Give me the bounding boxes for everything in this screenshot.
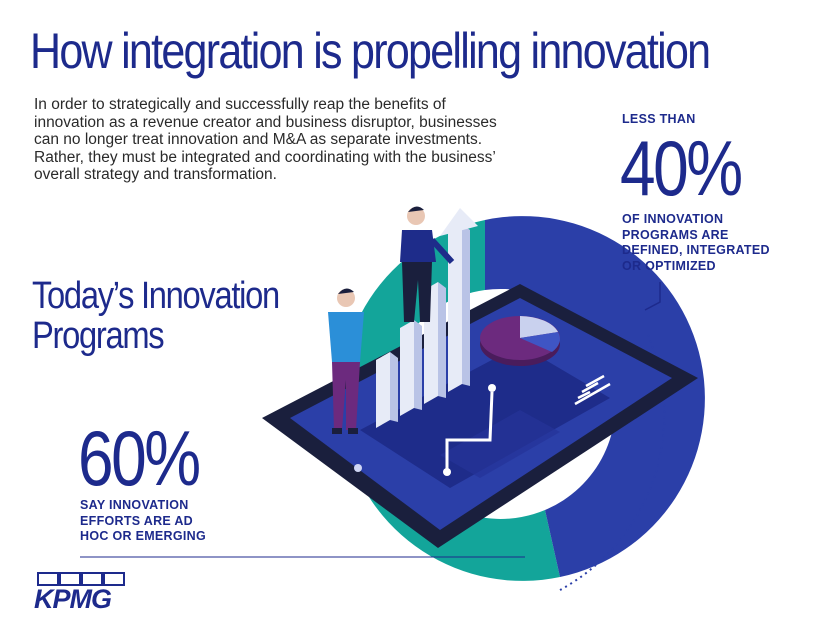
- stat-right-value: 40%: [620, 124, 743, 212]
- tablet-bar-icon: [574, 374, 611, 406]
- tablet-line-graph: [445, 391, 494, 472]
- stat-left-label-line3: HOC OR EMERGING: [80, 529, 207, 543]
- person-pointing: [400, 206, 455, 322]
- donut-segment-navy: [485, 216, 705, 577]
- tablet: [262, 284, 698, 548]
- stat-left-label-line2: EFFORTS ARE AD: [80, 513, 193, 528]
- pie-chart-icon: [480, 316, 560, 366]
- section-heading-line1: Today’s Innovation: [32, 275, 280, 317]
- section-heading: Today’s Innovation Programs: [32, 275, 280, 357]
- callout-line-right: [644, 282, 661, 311]
- stat-left-label: SAY INNOVATION EFFORTS ARE AD HOC OR EME…: [80, 498, 206, 545]
- stat-left-value: 60%: [78, 414, 201, 502]
- stat-right-label-line4: OR OPTIMIZED: [622, 258, 716, 273]
- kpmg-logo-text: KPMG: [34, 584, 112, 614]
- person-thinking: [328, 288, 364, 434]
- kpmg-logo-boxes-icon: [37, 572, 125, 586]
- stat-right-label-line3: DEFINED, INTEGRATED: [622, 243, 770, 257]
- kpmg-logo: KPMG: [34, 572, 134, 614]
- stat-right-label: OF INNOVATION PROGRAMS ARE DEFINED, INTE…: [622, 212, 770, 274]
- stat-right-label-line2: PROGRAMS ARE: [622, 227, 729, 242]
- stat-left-label-line1: SAY INNOVATION: [80, 498, 189, 512]
- stat-right-prefix: LESS THAN: [622, 112, 696, 126]
- intro-paragraph: In order to strategically and successful…: [34, 96, 497, 183]
- page-title: How integration is propelling innovation: [30, 23, 711, 79]
- stat-right-label-line1: OF INNOVATION: [622, 212, 724, 226]
- section-heading-line2: Programs: [32, 315, 165, 357]
